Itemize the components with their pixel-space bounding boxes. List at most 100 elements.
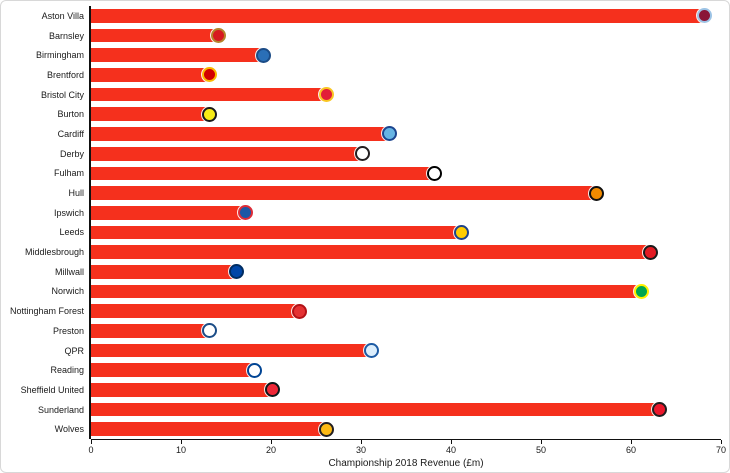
bar-track (89, 202, 721, 223)
category-label: Leeds (59, 227, 84, 238)
bar-track (89, 360, 721, 381)
chart-row: Aston Villa (3, 6, 721, 26)
x-tick-mark (630, 440, 632, 445)
middlesbrough-crest-icon (643, 244, 658, 260)
category-label: Bristol City (40, 89, 84, 100)
bar-track (89, 124, 721, 144)
category-label: Hull (68, 188, 84, 199)
bar (91, 146, 361, 161)
brentford-crest-icon (202, 67, 217, 83)
category-label: Wolves (54, 424, 84, 435)
bar (91, 422, 325, 437)
cardiff-crest-icon (382, 126, 397, 142)
bar (91, 48, 262, 63)
chart-row: Birmingham (3, 45, 721, 66)
x-tick-label: 60 (625, 445, 637, 456)
category-label: Birmingham (35, 50, 84, 61)
qpr-crest-icon (364, 343, 379, 359)
bar (91, 304, 298, 318)
category-label: Nottingham Forest (9, 306, 84, 317)
barnsley-crest-icon (211, 28, 226, 44)
bristol-city-crest-icon (319, 87, 334, 103)
chart-row: Millwall (3, 261, 721, 282)
category-label: Sunderland (37, 404, 84, 415)
category-label: Millwall (55, 266, 84, 277)
x-tick-mark (450, 440, 452, 445)
x-tick-label: 40 (445, 445, 457, 456)
chart-row: Nottingham Forest (3, 301, 721, 321)
x-tick-label: 30 (355, 445, 367, 456)
preston-crest-icon (202, 323, 217, 339)
norwich-crest-icon (634, 283, 649, 299)
sheffield-united-crest-icon (264, 382, 280, 398)
plot-area: Aston Villa Barnsley Birmingham Brentford Br… (3, 6, 721, 440)
chart-row: Derby (3, 143, 721, 164)
bar (91, 402, 658, 417)
nottingham-forest-crest-icon (292, 303, 307, 319)
bar-track (89, 321, 721, 341)
bar-track (89, 25, 721, 46)
aston-villa-crest-icon (697, 8, 712, 24)
chart-row: Burton (3, 104, 721, 125)
bar-track (89, 242, 721, 262)
bar-track (89, 281, 721, 302)
chart-row: Hull (3, 183, 721, 203)
chart-row: Fulham (3, 163, 721, 184)
hull-crest-icon (589, 185, 604, 201)
category-label: Barnsley (48, 30, 84, 41)
sunderland-crest-icon (652, 402, 667, 418)
x-tick-label: 0 (88, 445, 94, 456)
chart-row: Brentford (3, 65, 721, 85)
x-axis-ticks: 0 10 20 30 40 50 60 70 (88, 440, 726, 457)
x-tick-label: 50 (535, 445, 547, 456)
bar-track (89, 84, 721, 105)
bar (91, 9, 703, 23)
category-label: Reading (50, 365, 84, 376)
chart-row: Preston (3, 321, 721, 341)
category-label: Preston (52, 325, 84, 336)
category-label: Derby (59, 148, 84, 159)
chart-row: Ipswich (3, 202, 721, 223)
bar (91, 68, 208, 82)
bar (91, 225, 460, 240)
bar (91, 28, 217, 43)
category-label: Brentford (46, 69, 84, 80)
category-label: Fulham (53, 168, 84, 179)
x-tick-label: 20 (265, 445, 277, 456)
bar-track (89, 45, 721, 66)
bar-track (89, 65, 721, 85)
bar-track (89, 340, 721, 361)
category-label: Sheffield United (20, 384, 84, 395)
category-label: Burton (57, 109, 84, 120)
x-axis-label: Championship 2018 Revenue (£m) (328, 458, 484, 470)
x-axis-line (91, 439, 721, 441)
derby-crest-icon (355, 146, 370, 162)
bar-track (89, 183, 721, 203)
chart-row: Middlesbrough (3, 242, 721, 262)
x-tick-mark (540, 440, 542, 445)
bar (91, 245, 649, 259)
millwall-crest-icon (229, 264, 244, 280)
category-label: Middlesbrough (24, 247, 84, 258)
x-tick-mark (720, 440, 722, 445)
birmingham-crest-icon (255, 47, 271, 63)
category-label: QPR (64, 345, 84, 356)
bar-track (89, 222, 721, 243)
chart-row: Sunderland (3, 399, 721, 420)
bar-track (89, 163, 721, 184)
bar (91, 264, 235, 279)
chart-row: Barnsley (3, 25, 721, 46)
x-tick-label: 70 (715, 445, 727, 456)
reading-crest-icon (246, 362, 262, 378)
bar-track (89, 399, 721, 420)
bar (91, 107, 208, 122)
chart-row: Reading (3, 360, 721, 381)
bar (91, 186, 595, 200)
category-label: Norwich (51, 286, 84, 297)
bar (91, 324, 208, 338)
chart-row: Wolves (3, 419, 721, 440)
burton-crest-icon (202, 106, 217, 122)
bar (91, 87, 325, 102)
leeds-crest-icon (454, 224, 469, 240)
